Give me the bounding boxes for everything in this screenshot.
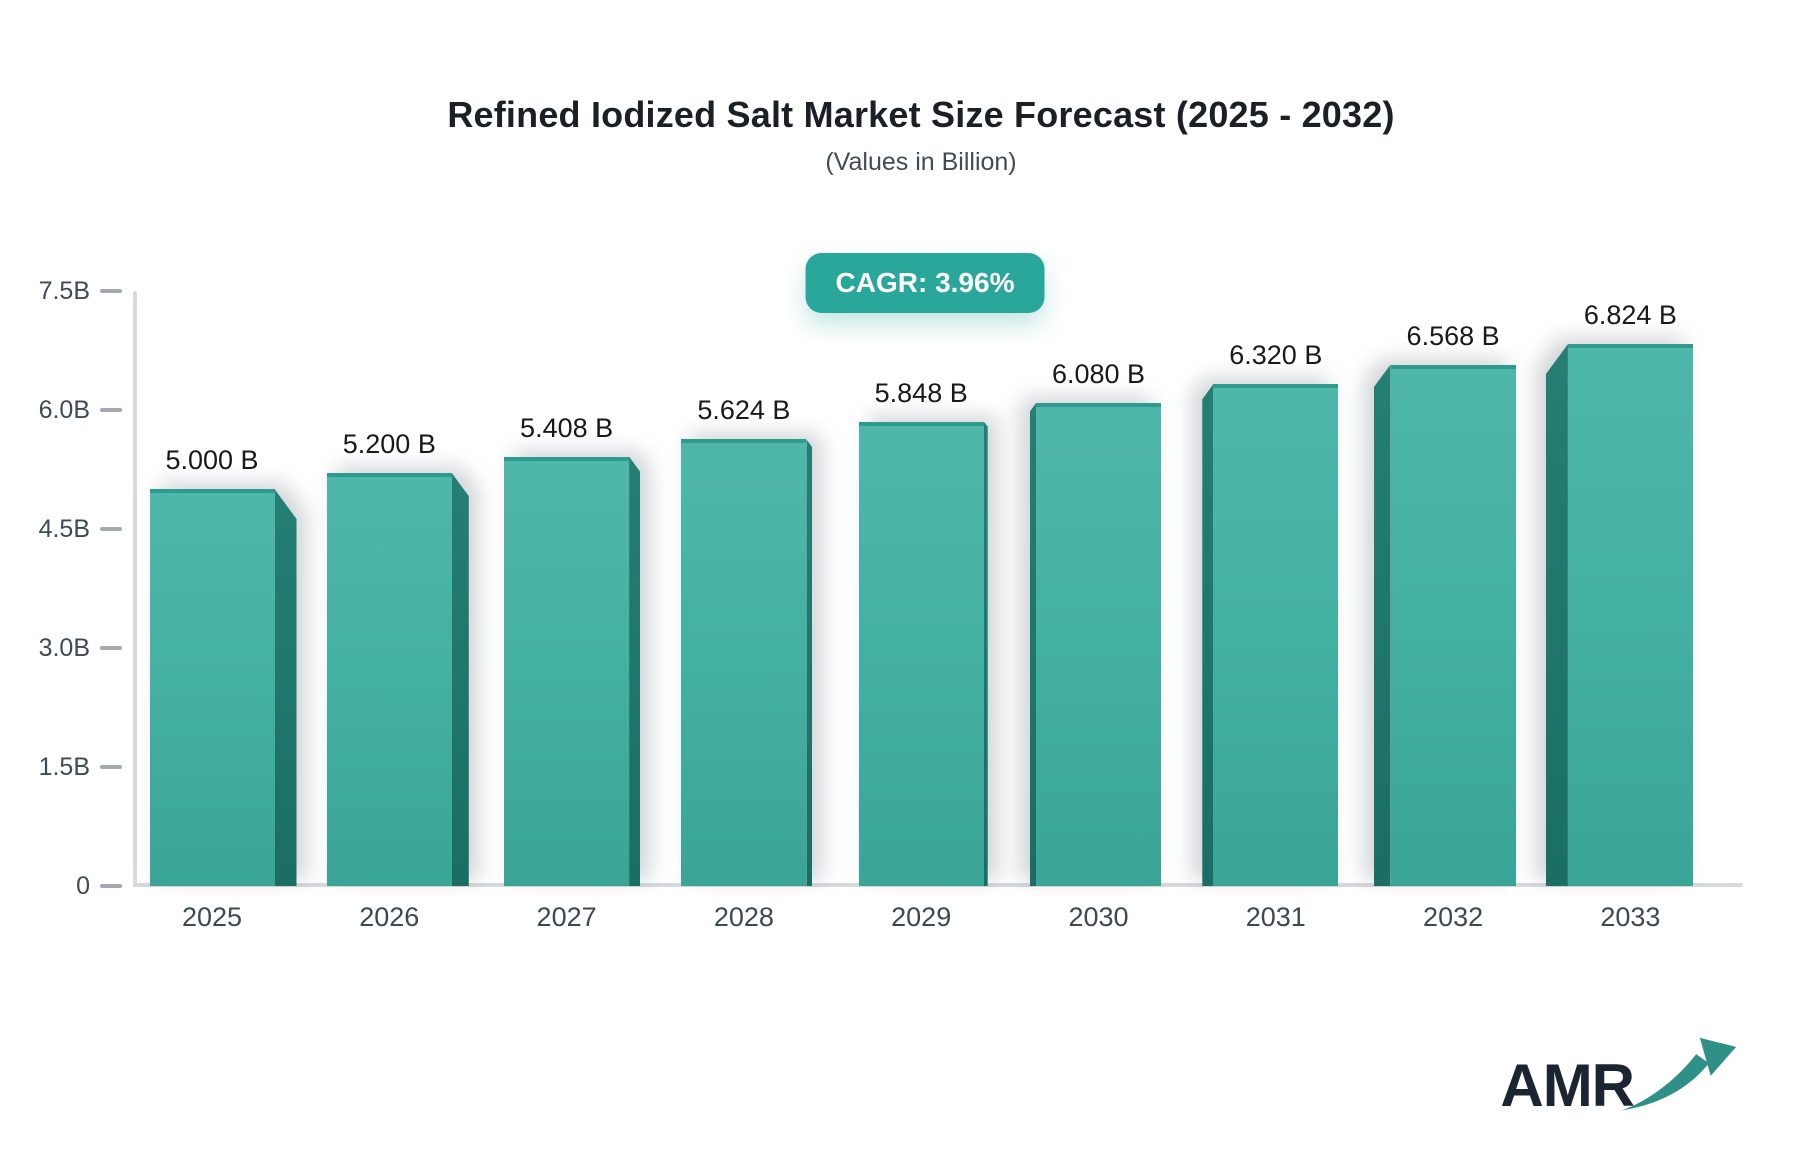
x-tick-label-2033: 2033 [1600,902,1661,932]
bar-value-label: 6.320 B [1229,340,1323,371]
cagr-badge: CAGR: 3.96% [805,253,1045,313]
bar-2030 [1030,403,1161,886]
y-tick-mark [100,407,122,412]
bar-side-face [451,473,469,886]
bar-front-face [149,489,275,886]
bar-front-face [858,421,984,886]
bar-value-label: 6.824 B [1583,300,1677,331]
chart-title: Refined Iodized Salt Market Size Forecas… [447,94,1395,135]
bar-value-label: 5.624 B [697,395,791,426]
x-tick-label-2031: 2031 [1245,902,1306,932]
x-tick-label-2027: 2027 [536,902,597,932]
x-tick-label-2029: 2029 [891,902,952,932]
bar-front-face [1390,364,1516,886]
bar-value-label: 5.848 B [874,377,968,408]
x-tick-label-2025: 2025 [181,902,243,932]
x-tick-label-2032: 2032 [1423,902,1484,932]
bar-2028 [681,439,813,886]
bar-value-label: 5.200 B [342,429,436,460]
bar-side-face [1202,384,1214,886]
bar-2027 [504,456,641,886]
y-tick-label: 7.5B [38,276,90,305]
bar-side-face [629,456,641,886]
bar-front-face [326,473,452,886]
bar-side-face [1545,344,1568,886]
growth-arrow-icon [1621,1037,1737,1111]
bar-side-face [274,489,297,886]
bar-2025 [149,489,297,886]
x-tick-label-2026: 2026 [359,902,420,932]
x-tick-label-2028: 2028 [713,902,774,932]
y-tick-label: 1.5B [38,752,90,781]
y-tick-label: 0 [76,872,90,900]
y-tick-mark [100,526,122,531]
bar-side-face [1030,403,1036,886]
bar-value-label: 5.000 B [165,445,259,475]
y-tick-label: 6.0B [38,395,90,424]
bar-front-face [1036,403,1161,886]
y-tick-label: 3.0B [38,633,90,662]
amr-logo: AMR [1500,1036,1738,1116]
bar-side-face [1373,364,1391,886]
x-tick-label-2030: 2030 [1068,902,1129,932]
bar-front-face [504,456,630,886]
y-axis-line [133,291,137,886]
bar-2032 [1373,364,1516,886]
bar-side-face [983,421,988,886]
bar-2033 [1545,344,1693,886]
y-tick-mark [100,288,122,293]
bar-side-face [806,439,813,886]
bar-value-label: 6.568 B [1406,320,1500,351]
y-tick-label: 4.5B [38,514,90,543]
bar-value-label: 5.408 B [520,412,614,443]
bar-value-label: 6.080 B [1051,359,1146,390]
amr-logo-text: AMR [1500,1052,1635,1119]
bar-front-face [1567,344,1693,886]
y-tick-mark [100,645,122,650]
y-tick-mark [100,884,122,888]
bar-front-face [1213,384,1339,886]
y-tick-mark [100,764,122,769]
bar-2029 [858,421,988,886]
bar-front-face [681,439,807,886]
chart-subtitle: (Values in Billion) [825,148,1017,176]
bar-2026 [326,473,469,886]
bar-2031 [1202,384,1339,886]
